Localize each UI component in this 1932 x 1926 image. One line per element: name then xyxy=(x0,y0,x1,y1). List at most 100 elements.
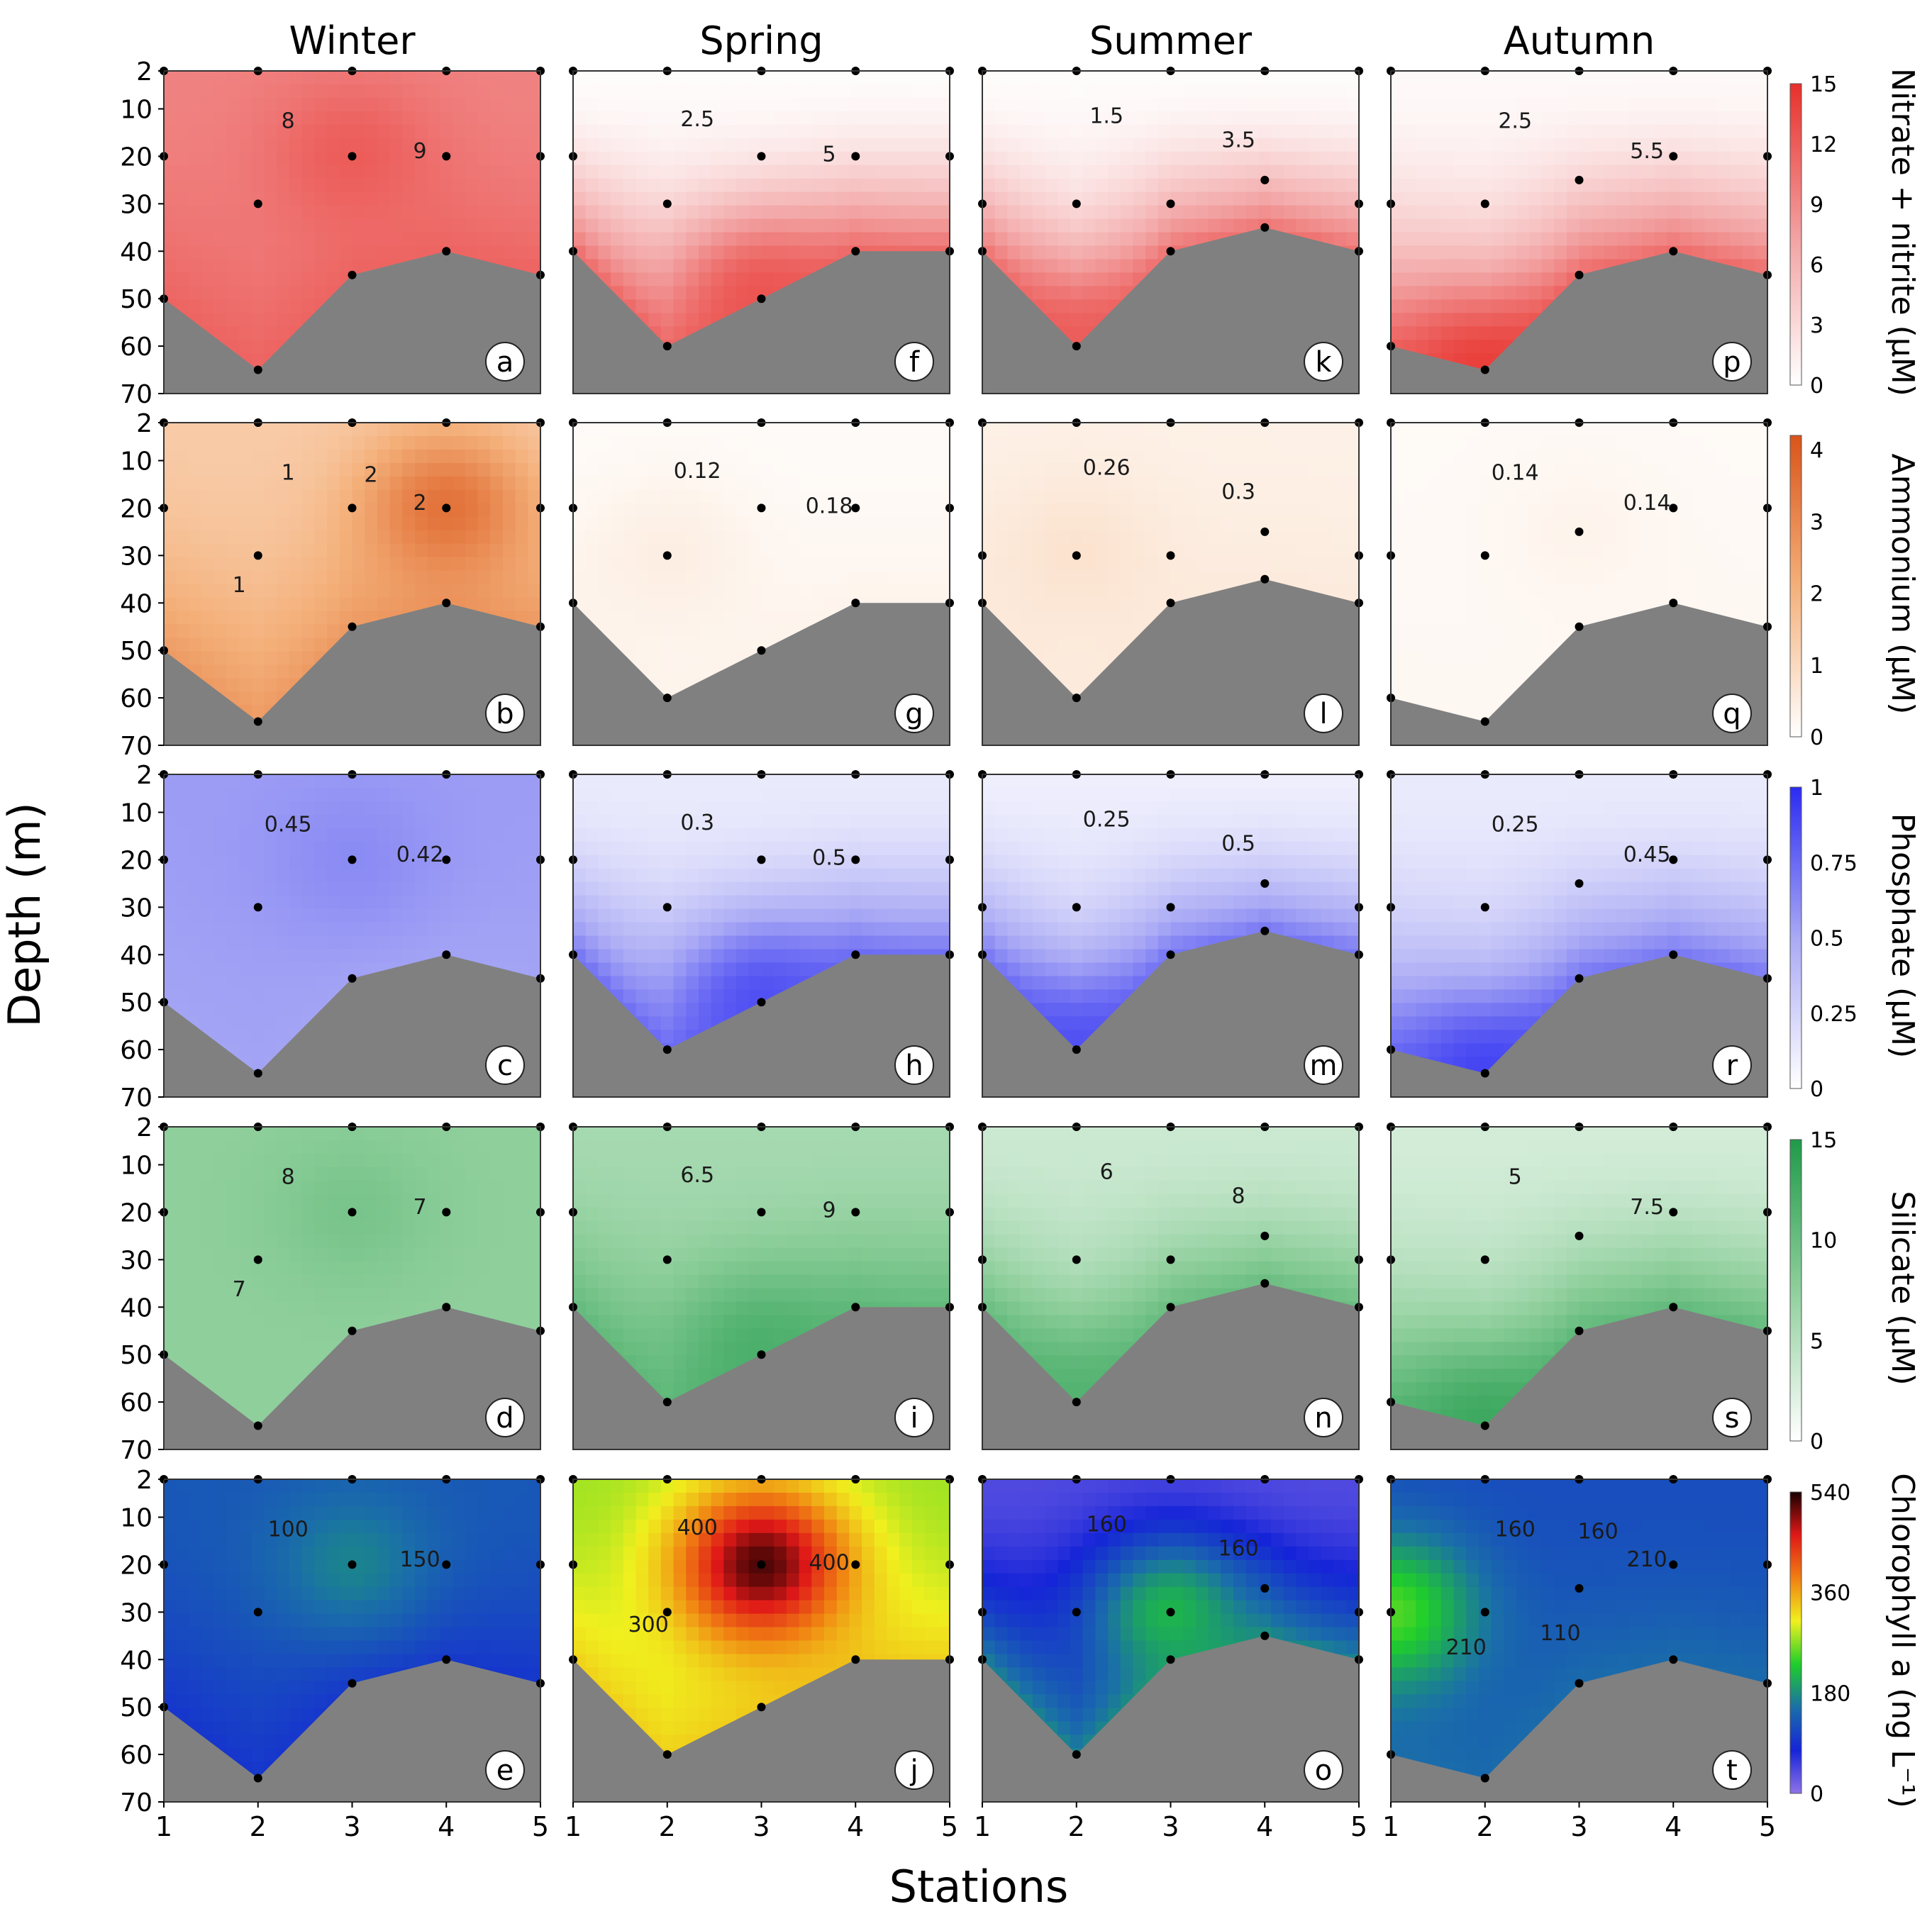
field-cell xyxy=(573,205,587,220)
station-sample-dot xyxy=(1669,152,1678,161)
field-cell xyxy=(176,543,190,558)
field-cell xyxy=(201,638,215,652)
field-cell xyxy=(251,678,265,692)
field-cell xyxy=(1554,205,1567,220)
field-cell xyxy=(289,503,303,518)
field-cell xyxy=(982,449,996,464)
field-cell xyxy=(490,530,504,545)
field-cell xyxy=(635,597,649,612)
field-cell xyxy=(490,557,504,572)
field-cell xyxy=(598,245,611,260)
field-cell xyxy=(377,151,391,166)
field-cell xyxy=(723,638,737,652)
field-cell xyxy=(660,151,674,166)
field-cell xyxy=(213,449,228,464)
field-cell xyxy=(1729,151,1743,166)
field-cell xyxy=(982,570,996,585)
field-cell xyxy=(1095,530,1109,545)
field-cell xyxy=(1032,286,1046,301)
field-cell xyxy=(748,436,762,450)
field-cell xyxy=(824,543,838,558)
field-cell xyxy=(289,584,303,599)
field-cell xyxy=(1007,530,1021,545)
field-cell xyxy=(736,570,750,585)
field-cell xyxy=(1466,191,1479,206)
field-cell xyxy=(339,218,353,233)
panel-frame xyxy=(163,422,541,746)
station-sample-dot xyxy=(1166,247,1175,256)
field-cell xyxy=(289,611,303,625)
field-cell xyxy=(1667,191,1680,206)
field-cell xyxy=(477,205,491,220)
field-cell xyxy=(352,191,365,206)
field-cell xyxy=(874,584,888,599)
field-cell xyxy=(648,313,662,328)
contour-label: 1 xyxy=(233,573,246,598)
field-cell xyxy=(1742,84,1756,99)
field-cell xyxy=(774,205,787,220)
field-cell xyxy=(1057,611,1071,625)
field-cell xyxy=(1208,84,1222,99)
field-cell xyxy=(862,71,875,85)
field-cell xyxy=(1095,423,1109,437)
field-cell xyxy=(911,84,926,99)
field-cell xyxy=(836,530,850,545)
field-cell xyxy=(1032,584,1046,599)
field-cell xyxy=(1082,205,1097,220)
field-cell xyxy=(389,178,404,193)
field-cell xyxy=(1120,205,1134,220)
field-cell xyxy=(736,259,750,274)
field-cell xyxy=(1642,124,1655,139)
field-cell xyxy=(289,436,303,450)
field-cell xyxy=(1554,178,1567,193)
field-cell xyxy=(528,178,540,193)
field-cell xyxy=(490,218,504,233)
field-cell xyxy=(623,259,637,274)
y-tick-label: 60 xyxy=(120,684,152,713)
field-cell xyxy=(635,232,649,247)
field-cell xyxy=(862,557,875,572)
field-cell xyxy=(786,124,800,139)
field-cell xyxy=(251,299,265,314)
field-cell xyxy=(1145,530,1159,545)
field-cell xyxy=(799,611,813,625)
field-cell xyxy=(1528,245,1543,260)
field-cell xyxy=(811,191,825,206)
field-cell xyxy=(1045,124,1058,139)
field-cell xyxy=(994,71,1009,85)
field-cell xyxy=(660,232,674,247)
field-cell xyxy=(226,124,240,139)
field-cell xyxy=(982,584,996,599)
field-cell xyxy=(1007,205,1021,220)
field-cell xyxy=(1629,178,1643,193)
field-cell xyxy=(1466,313,1479,328)
field-cell xyxy=(1133,178,1146,193)
field-cell xyxy=(1095,111,1109,126)
field-cell xyxy=(598,191,611,206)
field-cell xyxy=(264,543,278,558)
field-cell xyxy=(723,151,737,166)
field-cell xyxy=(402,191,416,206)
field-cell xyxy=(502,436,516,450)
field-cell xyxy=(623,218,637,233)
field-cell xyxy=(1346,124,1359,139)
field-cell xyxy=(1491,84,1505,99)
field-cell xyxy=(289,597,303,612)
field-cell xyxy=(1504,178,1517,193)
field-cell xyxy=(176,503,190,518)
field-cell xyxy=(239,151,252,166)
field-cell xyxy=(1428,232,1442,247)
field-cell xyxy=(673,272,687,287)
field-cell xyxy=(598,165,611,179)
field-cell xyxy=(824,111,838,126)
field-cell xyxy=(277,272,290,287)
field-cell xyxy=(1045,489,1058,504)
field-cell xyxy=(477,476,491,491)
field-cell xyxy=(924,584,938,599)
field-cell xyxy=(251,313,265,328)
field-cell xyxy=(1504,205,1517,220)
field-cell xyxy=(1157,516,1172,531)
field-cell xyxy=(573,436,587,450)
field-cell xyxy=(699,449,712,464)
field-cell xyxy=(490,71,504,85)
